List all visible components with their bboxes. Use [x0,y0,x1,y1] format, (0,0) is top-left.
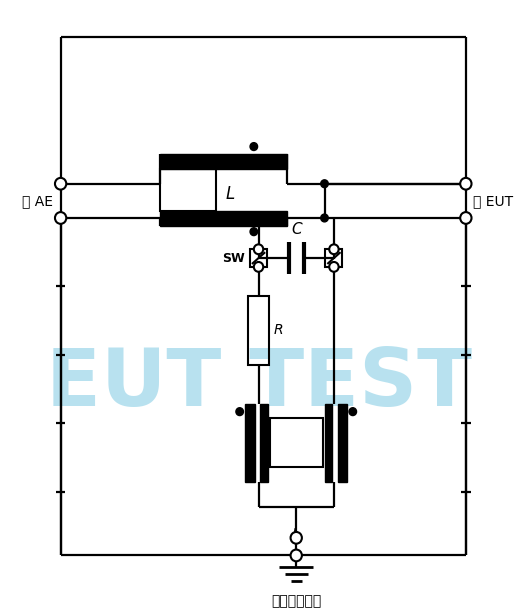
Circle shape [255,214,262,222]
Circle shape [329,262,339,272]
Circle shape [321,180,328,188]
Text: EUT TEST: EUT TEST [46,345,472,423]
Text: C: C [291,221,302,237]
Text: R: R [274,324,283,338]
Bar [325,404,332,482]
Circle shape [250,143,257,150]
Text: L: L [226,185,235,203]
Circle shape [254,245,263,254]
Circle shape [329,245,339,254]
Circle shape [291,550,302,562]
Circle shape [460,212,471,224]
Bar [260,404,268,482]
Bar [160,211,287,226]
Text: 接 EUT: 接 EUT [473,194,514,208]
Circle shape [321,214,328,222]
Circle shape [236,408,243,416]
Bar [270,419,323,467]
Circle shape [349,408,357,416]
Circle shape [460,178,471,189]
Circle shape [291,532,302,544]
Text: L: L [292,528,301,543]
Bar [248,296,269,365]
Circle shape [254,262,263,272]
Circle shape [55,212,66,224]
Bar [160,169,216,211]
Text: 接试验发生器: 接试验发生器 [271,595,322,609]
Text: SW: SW [222,251,245,265]
Bar [245,404,255,482]
Bar [160,154,287,169]
Text: 接 AE: 接 AE [22,194,53,208]
Bar [250,249,267,267]
Circle shape [55,178,66,189]
Bar [325,249,342,267]
Circle shape [250,228,257,235]
Bar [338,404,347,482]
